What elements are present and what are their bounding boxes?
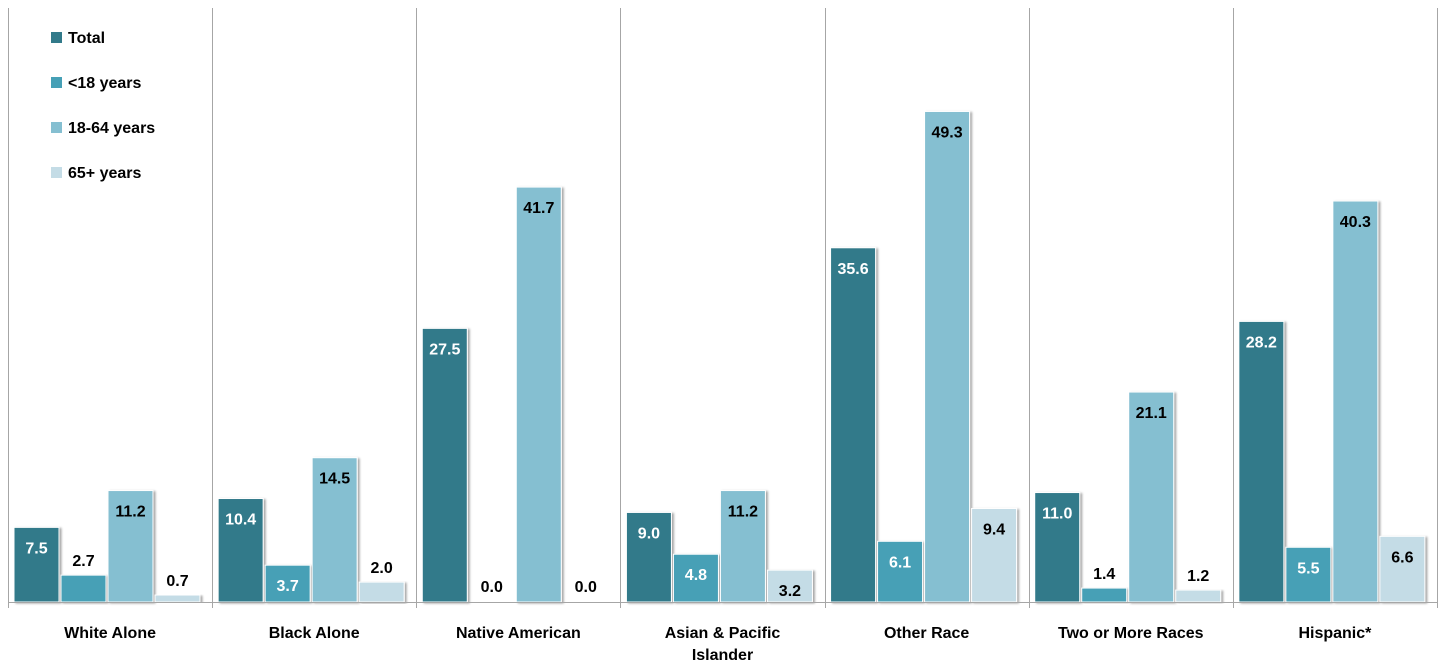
legend-label-65-years: 65+ years [68, 165, 142, 182]
legend: Total <18 years 18-64 years 65+ years [51, 30, 155, 182]
category-labels: White Alone Black Alone Native American Asi… [64, 625, 1372, 664]
bar-other-race-65-years [971, 507, 1018, 603]
value-label-white-alone-65-years: 0.7 [166, 573, 188, 590]
value-label-two-or-more-races-65-years: 1.2 [1187, 568, 1209, 585]
bar-white-alone-65-years [154, 594, 201, 603]
category-label-hispanic: Hispanic* [1298, 625, 1372, 642]
bar-black-alone-65-years [358, 581, 405, 603]
value-label-other-race-18-64-years: 49.3 [932, 124, 963, 141]
value-label-two-or-more-races-total: 11.0 [1042, 506, 1072, 523]
bar-other-race-18-years [877, 540, 924, 603]
bar-two-or-more-races-18-years [1081, 587, 1128, 603]
value-label-other-race-65-years: 9.4 [983, 521, 1005, 538]
bar-hispanic-18-years [1285, 546, 1332, 603]
value-label-asian-pacific-islander-65-years: 3.2 [779, 583, 801, 600]
legend-swatch-18-years [51, 77, 62, 88]
value-label-white-alone-18-64-years: 11.2 [115, 504, 145, 521]
value-label-black-alone-18-64-years: 14.5 [319, 471, 350, 488]
bar-black-alone-total [217, 498, 264, 603]
value-label-hispanic-total: 28.2 [1246, 334, 1277, 351]
bar-native-american-total [421, 327, 468, 603]
value-label-black-alone-65-years: 2.0 [371, 560, 393, 577]
bar-white-alone-18-64-years [107, 490, 154, 603]
legend-swatch-total [51, 32, 62, 43]
value-label-asian-pacific-islander-18-64-years: 11.2 [728, 504, 758, 521]
bar-white-alone-18-years [60, 574, 107, 603]
bar-hispanic-65-years [1379, 535, 1426, 603]
bar-asian-pacific-islander-total [625, 511, 672, 603]
legend-swatch-18-64-years [51, 122, 62, 133]
value-label-native-american-18-years: 0.0 [481, 579, 503, 596]
value-label-native-american-65-years: 0.0 [575, 579, 597, 596]
category-label-black-alone: Black Alone [269, 625, 360, 642]
bar-black-alone-18-years [264, 564, 311, 603]
bar-other-race-18-64-years [924, 110, 971, 603]
value-label-white-alone-18-years: 2.7 [72, 553, 94, 570]
value-label-black-alone-total: 10.4 [225, 512, 256, 529]
value-label-native-american-total: 27.5 [429, 341, 460, 358]
value-label-black-alone-18-years: 3.7 [277, 578, 299, 595]
category-dividers [8, 8, 1438, 608]
value-label-white-alone-total: 7.5 [25, 540, 47, 557]
bar-two-or-more-races-18-64-years [1128, 391, 1175, 603]
legend-swatch-65-years [51, 167, 62, 178]
bar-hispanic-total [1238, 320, 1285, 603]
legend-label-total: Total [68, 30, 105, 47]
value-label-native-american-18-64-years: 41.7 [523, 200, 554, 217]
value-label-other-race-total: 35.6 [838, 261, 869, 278]
bar-native-american-18-64-years [515, 186, 562, 603]
category-label-asian-pacific-islander: Asian & Pacific Islander [665, 625, 781, 664]
category-label-two-or-more-races: Two or More Races [1058, 625, 1204, 642]
bar-two-or-more-races-65-years [1175, 589, 1222, 603]
value-label-two-or-more-races-18-64-years: 21.1 [1136, 405, 1167, 422]
value-label-asian-pacific-islander-total: 9.0 [638, 525, 660, 542]
value-label-asian-pacific-islander-18-years: 4.8 [685, 567, 707, 584]
category-label-white-alone: White Alone [64, 625, 156, 642]
legend-label-18-years: <18 years [68, 75, 142, 92]
bar-other-race-total [830, 247, 877, 603]
category-label-other-race: Other Race [884, 625, 969, 642]
value-label-other-race-18-years: 6.1 [889, 554, 911, 571]
legend-label-18-64-years: 18-64 years [68, 120, 155, 137]
category-label-native-american: Native American [456, 625, 581, 642]
bars [13, 110, 1426, 603]
bar-two-or-more-races-total [1034, 492, 1081, 603]
bar-asian-pacific-islander-18-years [672, 553, 719, 603]
value-label-two-or-more-races-18-years: 1.4 [1093, 566, 1115, 583]
bar-black-alone-18-64-years [311, 457, 358, 603]
value-label-hispanic-65-years: 6.6 [1391, 549, 1413, 566]
bar-white-alone-total [13, 526, 60, 603]
value-labels: 7.5 2.7 11.2 0.7 10.4 3.7 14.5 2.0 27.5 0.0 41.7 0.… [25, 124, 1413, 600]
bar-asian-pacific-islander-65-years [766, 569, 813, 603]
bar-hispanic-18-64-years [1332, 200, 1379, 603]
value-label-hispanic-18-64-years: 40.3 [1340, 214, 1371, 231]
value-label-hispanic-18-years: 5.5 [1297, 560, 1319, 577]
